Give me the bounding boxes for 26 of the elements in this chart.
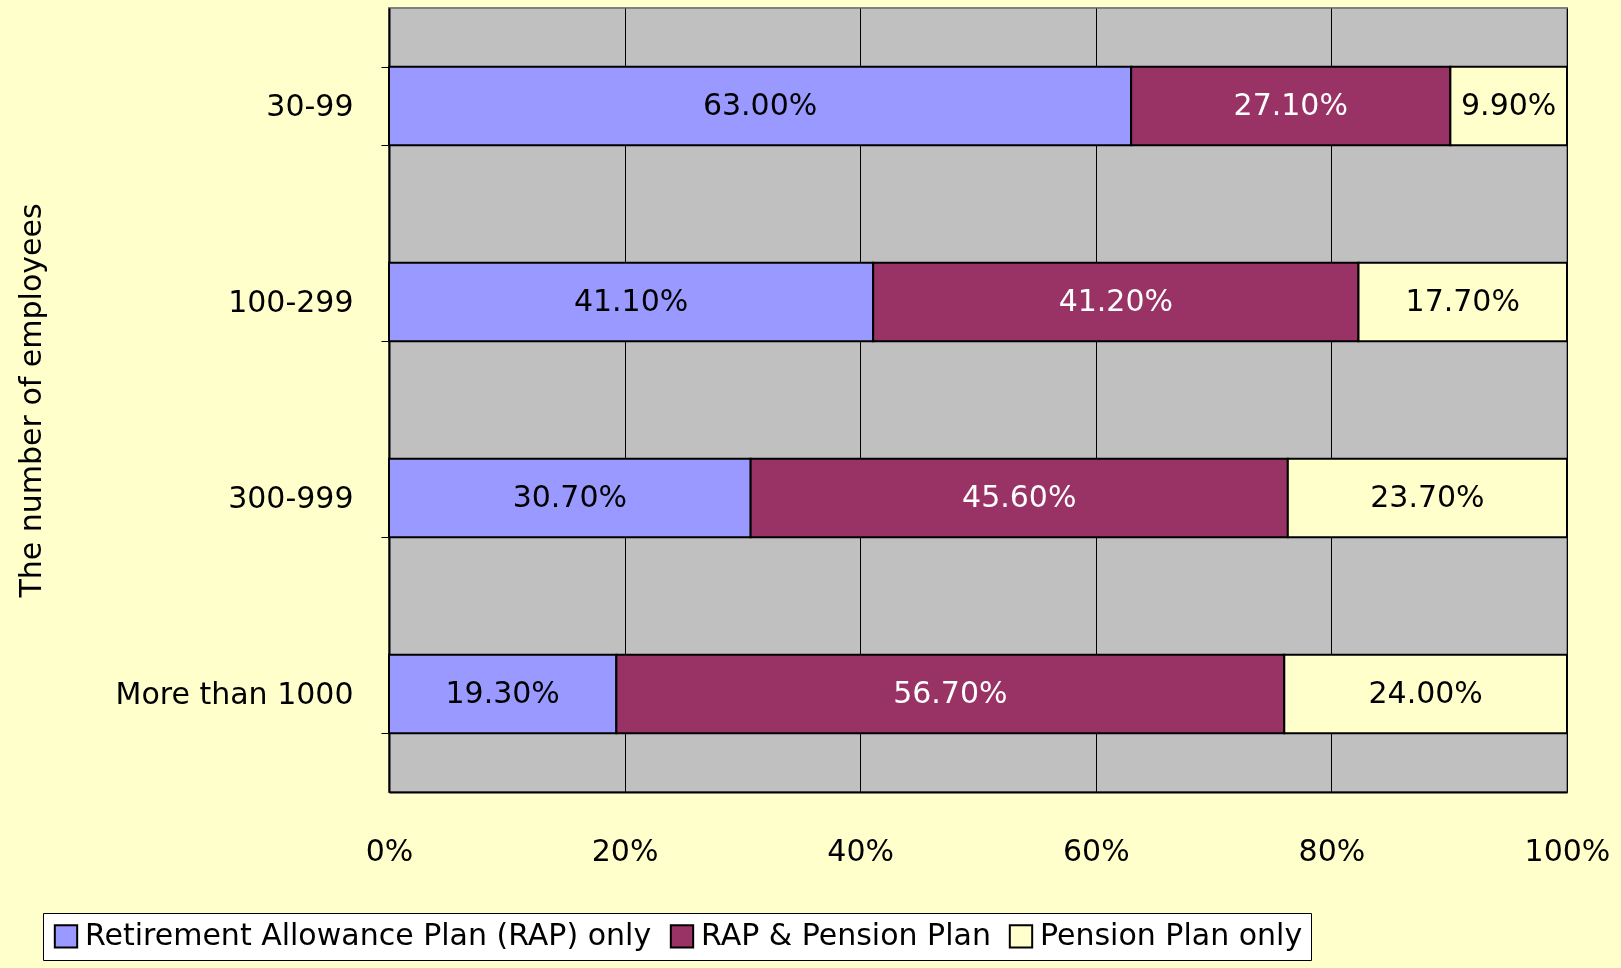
- data-label: 56.70%: [893, 675, 1008, 710]
- data-label: 63.00%: [702, 87, 818, 122]
- x-tick-label: 40%: [827, 832, 895, 868]
- data-label: 24.00%: [1368, 675, 1483, 710]
- data-label: 9.90%: [1461, 87, 1557, 122]
- data-label: 27.10%: [1233, 87, 1348, 122]
- y-tick-label: 30-99: [266, 87, 354, 123]
- y-axis-title: The number of employees: [12, 203, 48, 599]
- y-tick-label: 300-999: [228, 479, 354, 515]
- legend-label: Retirement Allowance Plan (RAP) only: [85, 917, 652, 953]
- data-label: 19.30%: [445, 675, 560, 710]
- x-tick-label: 80%: [1298, 832, 1366, 868]
- y-tick-label: 100-299: [228, 283, 354, 319]
- data-label: 17.70%: [1405, 283, 1520, 318]
- data-label: 41.20%: [1058, 283, 1174, 318]
- data-label: 30.70%: [512, 479, 628, 514]
- data-label: 23.70%: [1370, 479, 1485, 514]
- data-label: 41.10%: [573, 283, 689, 318]
- x-tick-label: 0%: [365, 832, 414, 868]
- x-tick-label: 60%: [1062, 832, 1130, 868]
- legend-label: RAP & Pension Plan: [701, 917, 991, 953]
- legend-label: Pension Plan only: [1040, 917, 1303, 953]
- y-tick-label: More than 1000: [115, 675, 354, 711]
- x-tick-label: 20%: [591, 832, 659, 868]
- x-tick-label: 100%: [1524, 832, 1611, 868]
- data-label: 45.60%: [962, 479, 1077, 514]
